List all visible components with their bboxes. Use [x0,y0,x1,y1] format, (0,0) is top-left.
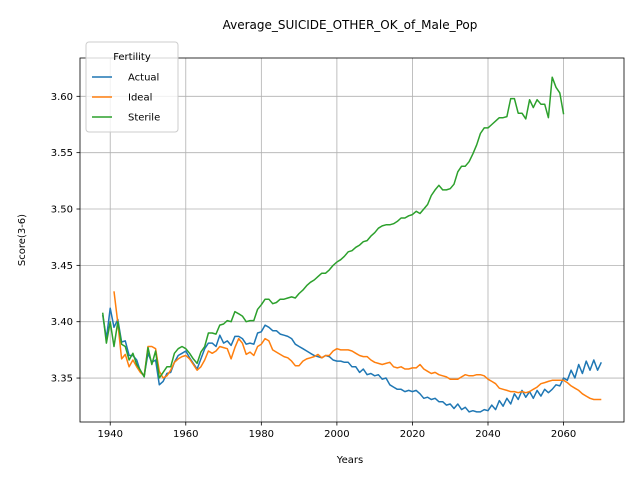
y-tick-label: 3.55 [51,148,73,159]
x-tick-label: 1940 [97,429,122,440]
x-tick-label: 1980 [249,429,274,440]
legend: Fertility Actual Ideal Sterile [86,42,178,132]
chart-title: Average_SUICIDE_OTHER_OK_of_Male_Pop [223,18,478,32]
y-tick-label: 3.40 [51,317,73,328]
y-tick-label: 3.60 [51,92,73,103]
y-tick-label: 3.45 [51,261,73,272]
y-axis-title: Score(3-6) [17,214,28,266]
y-tick-label: 3.50 [51,205,73,216]
x-tick-label: 2020 [400,429,425,440]
x-tick-label: 2040 [475,429,500,440]
legend-title: Fertility [113,52,151,63]
x-tick-label: 1960 [173,429,198,440]
x-tick-label: 2000 [324,429,349,440]
x-tick-label: 2060 [551,429,576,440]
y-tick-label: 3.35 [51,374,73,385]
legend-label-ideal: Ideal [128,93,152,104]
legend-label-actual: Actual [128,73,159,84]
legend-label-sterile: Sterile [128,113,160,124]
x-axis-title: Years [336,455,363,466]
